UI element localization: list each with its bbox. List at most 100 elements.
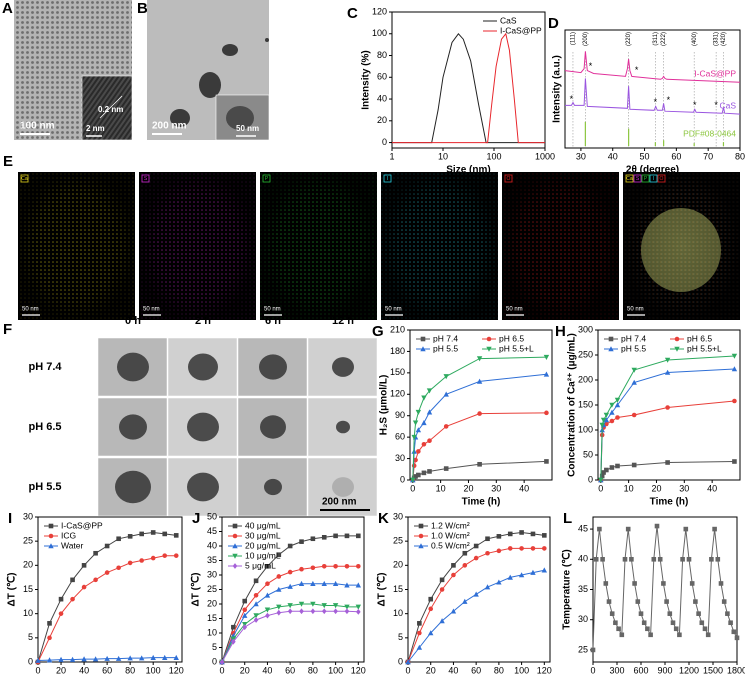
y-tick-label: 15: [207, 613, 217, 623]
marker: [333, 608, 338, 615]
marker: [699, 620, 705, 626]
marker: [631, 367, 637, 373]
marker: [702, 626, 708, 632]
marker: [58, 596, 64, 602]
marker: [321, 564, 327, 569]
x-tick-label: 1500: [703, 665, 723, 675]
peak-label: (311): [653, 32, 659, 46]
marker: [451, 572, 456, 578]
x-tick-label: 20: [463, 483, 473, 493]
x-tick-label: 40: [608, 151, 618, 161]
legend-label: 10 μg/mL: [245, 550, 281, 560]
marker: [410, 477, 416, 483]
series-line: [565, 78, 741, 115]
series-line: [221, 565, 359, 663]
marker: [664, 369, 671, 375]
particle: [332, 357, 354, 377]
marker: [276, 586, 282, 592]
marker: [287, 608, 293, 615]
marker: [486, 346, 492, 352]
marker: [731, 629, 737, 635]
peak-star: *: [570, 94, 574, 104]
x-tick-label: 20: [240, 665, 250, 675]
marker: [310, 608, 316, 615]
x-tick-label: 40: [448, 665, 458, 675]
marker: [287, 543, 293, 549]
legend-label: 40 μg/mL: [245, 520, 281, 530]
marker: [731, 366, 738, 372]
element-tag: I: [653, 176, 654, 182]
x-tick-label: 80: [494, 665, 504, 675]
marker: [443, 466, 449, 471]
marker: [48, 543, 54, 549]
y-tick-label: 10: [393, 608, 403, 618]
marker: [47, 635, 52, 641]
series-line: [592, 526, 738, 650]
y-tick-label: 35: [207, 555, 217, 565]
panel-label: L: [563, 510, 572, 527]
panel-label: H: [555, 323, 566, 340]
condition-label: pH 5.5: [28, 481, 61, 493]
marker: [253, 601, 259, 607]
marker: [418, 533, 424, 539]
peak-label: (222): [661, 32, 667, 46]
marker: [664, 357, 671, 363]
nanoparticle: [170, 109, 190, 127]
scale-bar-label: 200 nm: [322, 497, 357, 508]
marker: [443, 391, 449, 397]
marker: [654, 523, 660, 529]
scale-bar-label: 100 nm: [20, 121, 55, 132]
eds-glow: [139, 172, 256, 320]
marker: [321, 608, 327, 615]
tag-box: [20, 174, 29, 183]
marker: [657, 556, 663, 562]
peak-star: *: [589, 61, 593, 71]
peak-label: (111): [571, 32, 577, 45]
y-tick-label: 180: [390, 346, 405, 356]
marker: [416, 644, 423, 650]
marker: [81, 584, 87, 590]
marker: [609, 418, 615, 424]
marker: [139, 558, 144, 563]
panel-label: G: [372, 323, 384, 340]
marker: [725, 611, 730, 616]
marker: [321, 580, 327, 586]
marker: [242, 598, 248, 604]
marker: [418, 543, 424, 549]
marker: [615, 415, 620, 420]
particle: [332, 477, 354, 497]
x-tick-label: 0: [405, 665, 410, 675]
x-tick-label: 900: [657, 665, 672, 675]
marker: [81, 563, 87, 568]
marker: [439, 577, 445, 583]
marker: [476, 378, 483, 384]
x-tick-label: 40: [707, 483, 717, 493]
y-tick-label: 10: [207, 627, 217, 637]
marker: [58, 656, 64, 662]
marker: [104, 543, 110, 549]
y-tick-label: 35: [578, 584, 588, 594]
particle: [117, 352, 149, 382]
y-tick-label: 150: [390, 367, 405, 377]
marker: [116, 536, 121, 542]
series-line: [412, 412, 547, 481]
marker: [81, 656, 87, 662]
marker: [417, 630, 422, 636]
marker: [70, 577, 75, 583]
marker: [530, 546, 536, 551]
marker: [609, 402, 615, 408]
marker: [219, 659, 225, 665]
marker: [299, 608, 304, 615]
marker: [428, 596, 434, 602]
y-axis-label: Intensity (%): [361, 50, 372, 109]
marker: [355, 604, 362, 610]
y-tick-label: 300: [578, 324, 593, 334]
marker: [718, 581, 724, 586]
marker: [242, 607, 248, 613]
marker: [150, 530, 156, 535]
scale-bar-label: 50 nm: [385, 307, 402, 313]
marker: [264, 607, 271, 613]
y-tick-label: 45: [207, 526, 217, 536]
marker: [333, 564, 338, 569]
